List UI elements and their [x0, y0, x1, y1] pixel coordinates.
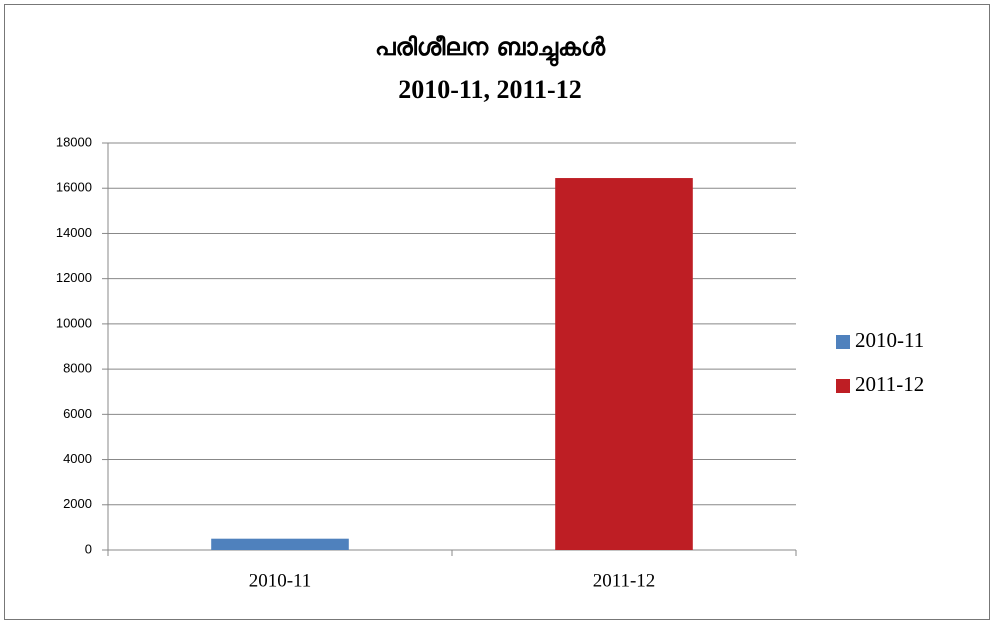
legend-swatch: [836, 379, 850, 393]
bar: [555, 178, 693, 550]
y-tick-label: 8000: [63, 361, 92, 376]
y-tick-label: 10000: [56, 315, 92, 330]
y-tick-label: 14000: [56, 225, 92, 240]
y-tick-label: 6000: [63, 406, 92, 421]
x-tick-label: 2011-12: [593, 570, 656, 591]
y-tick-label: 4000: [63, 451, 92, 466]
y-tick-label: 2000: [63, 496, 92, 511]
chart-subtitle: 2010-11, 2011-12: [398, 75, 581, 104]
y-tick-label: 18000: [56, 134, 92, 149]
y-tick-label: 16000: [56, 180, 92, 195]
legend-label: 2010-11: [855, 328, 924, 352]
legend-label: 2011-12: [855, 372, 924, 396]
x-tick-label: 2010-11: [249, 570, 312, 591]
y-tick-label: 0: [85, 541, 92, 556]
legend-swatch: [836, 335, 850, 349]
y-tick-label: 12000: [56, 270, 92, 285]
bar: [211, 538, 349, 550]
chart-border: [4, 4, 990, 620]
